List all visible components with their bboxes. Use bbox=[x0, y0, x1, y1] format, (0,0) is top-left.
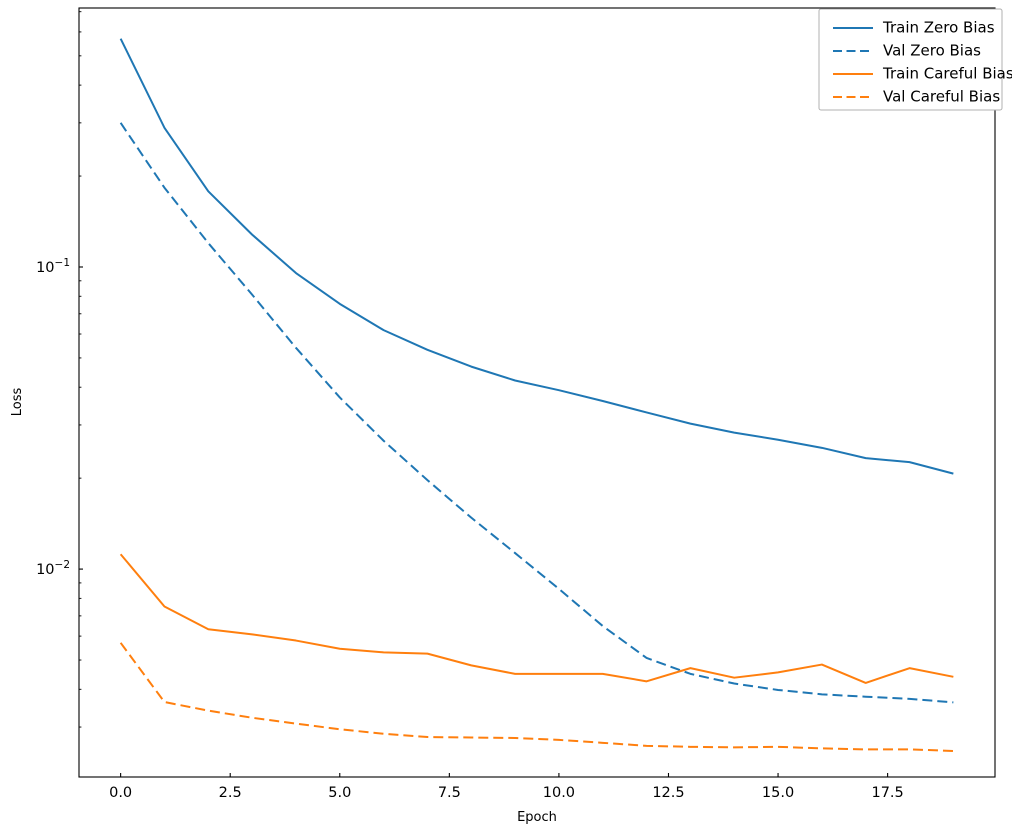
axes-frame bbox=[78, 7, 996, 778]
x-axis-major-ticks bbox=[120, 773, 889, 777]
legend-label-1: Val Zero Bias bbox=[883, 42, 981, 60]
legend-entries: Train Zero Bias Val Zero Bias Train Carefu… bbox=[833, 19, 1012, 106]
series-line-train-zero-bias bbox=[119, 38, 954, 475]
series-line-val-zero-bias bbox=[119, 122, 954, 704]
x-tick-label-3: 7.5 bbox=[438, 785, 461, 801]
y-axis-tick-labels: 10−1 10−2 bbox=[36, 257, 70, 578]
series-line-val-careful-bias bbox=[119, 642, 954, 752]
x-axis-label: Epoch bbox=[517, 810, 557, 825]
legend-label-2: Train Careful Bias bbox=[882, 65, 1012, 83]
x-tick-label-5: 12.5 bbox=[652, 785, 684, 801]
legend-label-0: Train Zero Bias bbox=[882, 19, 995, 37]
x-axis-tick-labels: 0.0 2.5 5.0 7.5 10.0 12.5 15.0 17.5 bbox=[109, 785, 904, 801]
data-series-group bbox=[119, 38, 954, 752]
series-line-train-careful-bias bbox=[119, 553, 954, 684]
y-axis-minor-ticks bbox=[79, 11, 82, 728]
x-tick-label-0: 0.0 bbox=[109, 785, 132, 801]
chart-legend: Train Zero Bias Val Zero Bias Train Carefu… bbox=[818, 8, 1012, 111]
x-tick-label-6: 15.0 bbox=[762, 785, 794, 801]
y-tick-label-1: 10−2 bbox=[36, 559, 70, 578]
x-tick-label-4: 10.0 bbox=[543, 785, 575, 801]
x-tick-label-2: 5.0 bbox=[328, 785, 351, 801]
legend-box bbox=[818, 8, 1003, 111]
x-tick-label-7: 17.5 bbox=[871, 785, 903, 801]
legend-label-3: Val Careful Bias bbox=[883, 88, 1000, 106]
y-axis-major-ticks bbox=[79, 266, 83, 570]
y-axis-label: Loss bbox=[10, 388, 25, 417]
y-tick-label-0: 10−1 bbox=[36, 257, 70, 276]
x-tick-label-1: 2.5 bbox=[219, 785, 242, 801]
